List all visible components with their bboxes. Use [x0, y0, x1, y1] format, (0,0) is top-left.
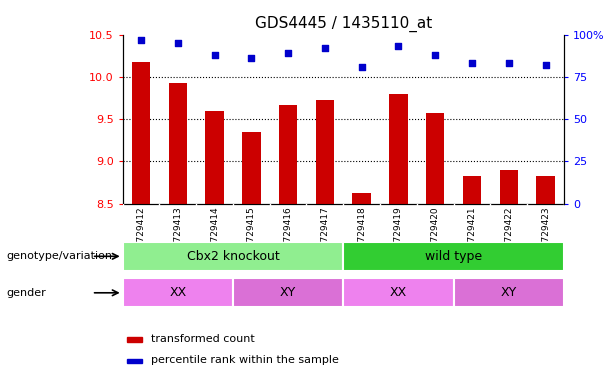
- Point: [283, 50, 293, 56]
- Bar: [242, 132, 261, 204]
- Text: GSM729421: GSM729421: [468, 206, 476, 261]
- Point: [210, 52, 219, 58]
- Text: XX: XX: [390, 286, 407, 299]
- Bar: [123, 242, 343, 271]
- Bar: [454, 278, 564, 307]
- Text: GSM729417: GSM729417: [321, 206, 329, 261]
- Point: [136, 36, 146, 43]
- Text: GSM729422: GSM729422: [504, 206, 513, 261]
- Bar: [343, 242, 564, 271]
- Title: GDS4445 / 1435110_at: GDS4445 / 1435110_at: [254, 16, 432, 32]
- Text: GSM729412: GSM729412: [137, 206, 145, 261]
- Point: [541, 62, 550, 68]
- Bar: [169, 83, 187, 204]
- Bar: [205, 111, 224, 204]
- Bar: [343, 278, 454, 307]
- Point: [394, 43, 403, 50]
- Bar: [536, 175, 555, 204]
- Point: [320, 45, 330, 51]
- Text: GSM729423: GSM729423: [541, 206, 550, 261]
- Text: percentile rank within the sample: percentile rank within the sample: [151, 356, 339, 366]
- Text: genotype/variation: genotype/variation: [6, 251, 112, 262]
- Text: gender: gender: [6, 288, 46, 298]
- Text: GSM729418: GSM729418: [357, 206, 366, 261]
- Bar: [316, 101, 334, 204]
- Bar: [500, 170, 518, 204]
- Text: GSM729416: GSM729416: [284, 206, 292, 261]
- Point: [430, 52, 440, 58]
- Bar: [463, 175, 481, 204]
- Bar: [233, 278, 343, 307]
- Text: GSM729415: GSM729415: [247, 206, 256, 261]
- Point: [246, 55, 256, 61]
- Text: GSM729414: GSM729414: [210, 206, 219, 261]
- Text: Cbx2 knockout: Cbx2 knockout: [186, 250, 280, 263]
- Bar: [127, 359, 142, 364]
- Text: GSM729419: GSM729419: [394, 206, 403, 261]
- Point: [173, 40, 183, 46]
- Text: XY: XY: [501, 286, 517, 299]
- Bar: [352, 194, 371, 204]
- Bar: [132, 61, 150, 204]
- Text: GSM729413: GSM729413: [173, 206, 182, 261]
- Text: wild type: wild type: [425, 250, 482, 263]
- Point: [467, 60, 477, 66]
- Text: XX: XX: [169, 286, 186, 299]
- Bar: [279, 105, 297, 204]
- Bar: [123, 278, 233, 307]
- Bar: [127, 336, 142, 341]
- Bar: [389, 94, 408, 204]
- Text: transformed count: transformed count: [151, 334, 255, 344]
- Point: [504, 60, 514, 66]
- Text: XY: XY: [280, 286, 296, 299]
- Text: GSM729420: GSM729420: [431, 206, 440, 261]
- Point: [357, 64, 367, 70]
- Bar: [426, 113, 444, 204]
